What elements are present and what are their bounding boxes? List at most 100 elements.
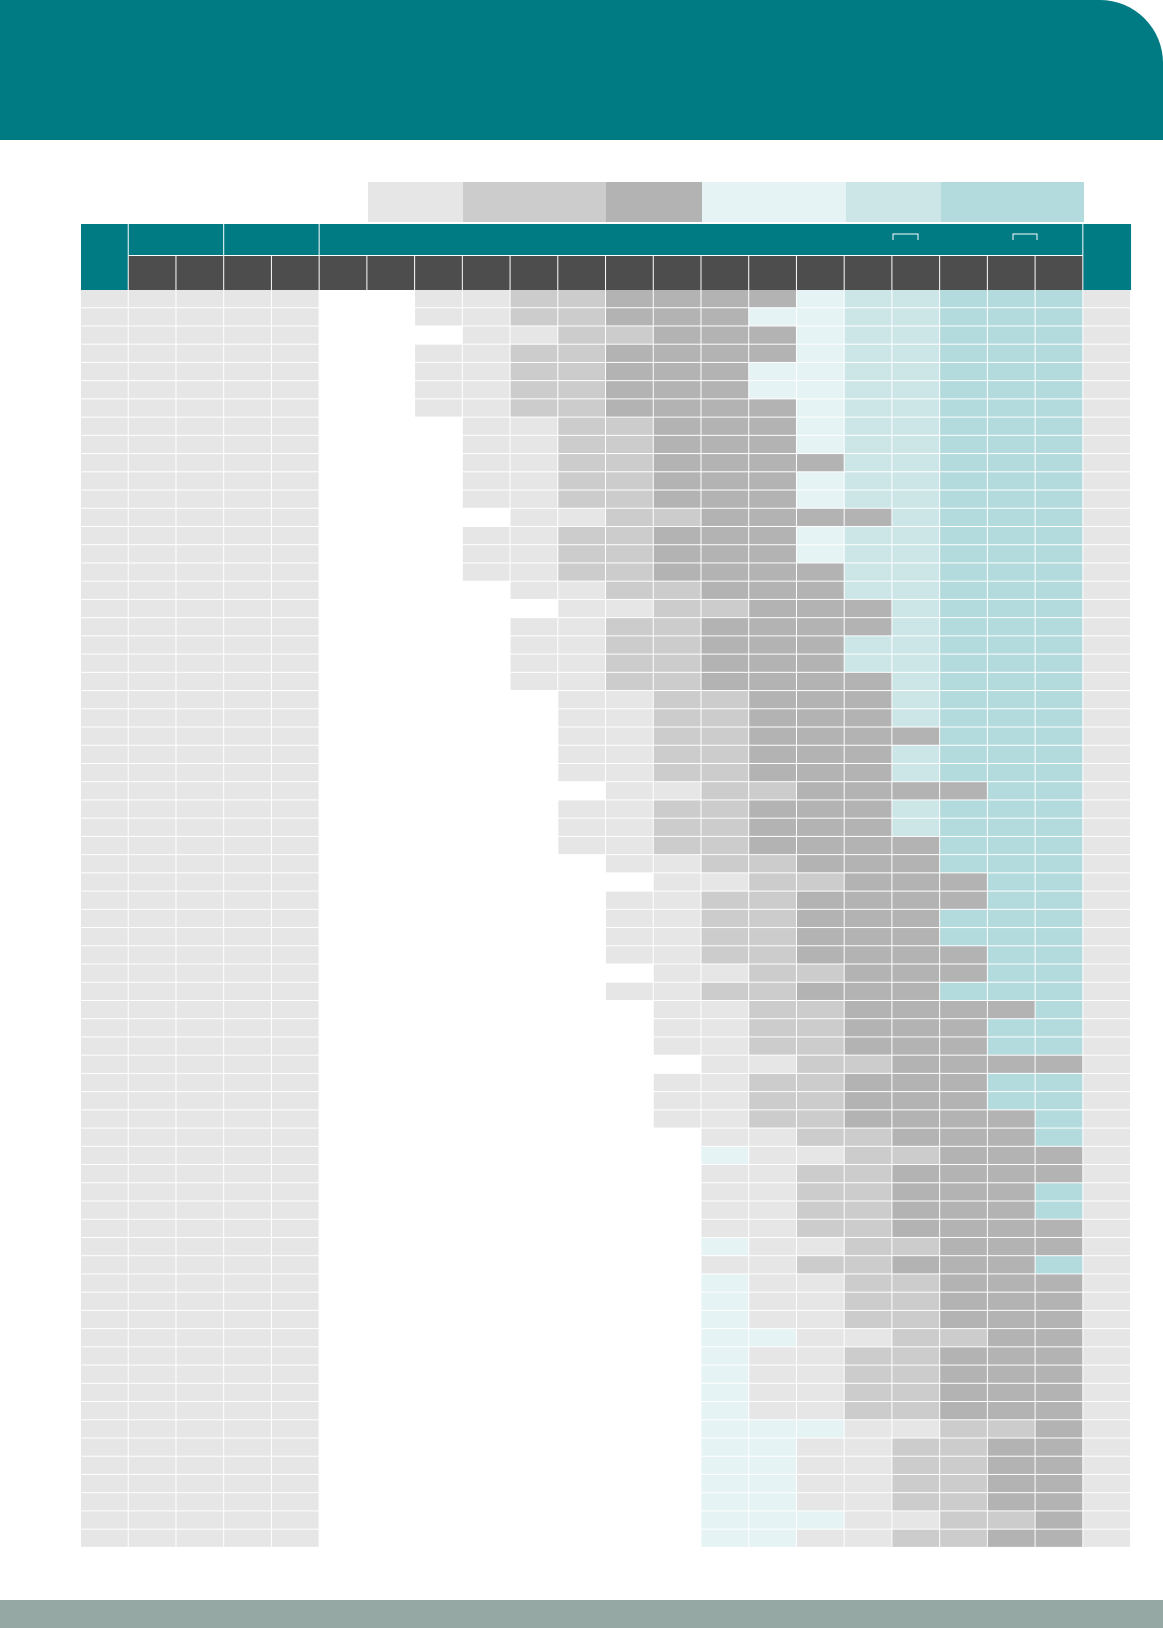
table-cell [1035, 1529, 1083, 1547]
header-cell [606, 256, 653, 290]
table-cell [176, 599, 224, 618]
table-cell [271, 1073, 319, 1092]
table-cell [892, 1310, 940, 1329]
table-cell [367, 654, 415, 672]
table-cell [558, 1019, 606, 1037]
table-cell [844, 1493, 892, 1511]
table-cell [796, 1183, 844, 1201]
table-cell [81, 818, 128, 836]
table-cell [367, 526, 415, 545]
table-cell [749, 1110, 796, 1128]
table-cell [749, 1237, 796, 1256]
table-cell [844, 399, 892, 417]
table-cell [749, 1219, 796, 1237]
table-cell [462, 636, 510, 654]
table-cell [796, 290, 844, 308]
table-cell [462, 691, 510, 709]
table-cell [510, 855, 558, 873]
table-cell [319, 326, 367, 344]
table-cell [653, 308, 701, 326]
table-cell [415, 946, 462, 964]
table-cell [892, 1165, 940, 1183]
table-cell [319, 891, 367, 909]
table-cell [844, 308, 892, 326]
table-cell [749, 417, 796, 435]
table-cell [653, 599, 701, 618]
table-cell [319, 873, 367, 891]
table-cell [606, 454, 653, 472]
table-cell [81, 1092, 128, 1110]
table-cell [367, 508, 415, 526]
table-cell [81, 1438, 128, 1456]
table-cell [176, 709, 224, 727]
table-cell [653, 1055, 701, 1073]
table-cell [796, 654, 844, 672]
table-cell [128, 1511, 176, 1529]
table-cell [128, 727, 176, 745]
table-cell [844, 1292, 892, 1310]
table-cell [844, 508, 892, 526]
table-cell [796, 417, 844, 435]
table-cell [271, 526, 319, 545]
table-cell [319, 1383, 367, 1402]
table-cell [510, 782, 558, 800]
table-cell [319, 1402, 367, 1420]
table-cell [224, 800, 271, 818]
table-cell [1083, 399, 1131, 417]
table-cell [940, 982, 987, 1000]
table-cell [319, 1292, 367, 1310]
table-cell [176, 581, 224, 599]
table-cell [415, 381, 462, 399]
table-cell [224, 818, 271, 836]
table-cell [796, 818, 844, 836]
table-cell [940, 672, 987, 691]
table-cell [844, 964, 892, 982]
table-cell [892, 472, 940, 490]
table-cell [1083, 417, 1131, 435]
table-cell [81, 326, 128, 344]
table-cell [844, 1000, 892, 1019]
table-cell [796, 1383, 844, 1402]
table-cell [749, 1073, 796, 1092]
table-cell [749, 1511, 796, 1529]
table-cell [510, 1073, 558, 1092]
table-cell [653, 490, 701, 508]
table-cell [844, 1347, 892, 1365]
table-cell [81, 1347, 128, 1365]
table-cell [749, 982, 796, 1000]
table-cell [796, 308, 844, 326]
table-cell [701, 1529, 749, 1547]
table-cell [224, 545, 271, 563]
table-cell [653, 636, 701, 654]
table-cell [319, 526, 367, 545]
table-cell [749, 581, 796, 599]
table-cell [892, 1420, 940, 1438]
table-cell [128, 1256, 176, 1274]
header-cell [1083, 224, 1132, 290]
table-cell [558, 1256, 606, 1274]
table-cell [558, 1402, 606, 1420]
table-cell [271, 490, 319, 508]
table-cell [606, 1274, 653, 1292]
table-cell [940, 1092, 987, 1110]
table-cell [271, 362, 319, 381]
table-cell [510, 1383, 558, 1402]
table-cell [319, 435, 367, 454]
table-cell [796, 1292, 844, 1310]
table-cell [319, 1201, 367, 1219]
table-cell [940, 745, 987, 763]
table-cell [749, 763, 796, 782]
table-cell [415, 1529, 462, 1547]
table-cell [415, 836, 462, 855]
table-cell [987, 782, 1035, 800]
header-bracket [892, 233, 919, 240]
table-cell [176, 1183, 224, 1201]
table-cell [1035, 399, 1083, 417]
table-cell [1083, 891, 1131, 909]
table-cell [1035, 1329, 1083, 1347]
table-cell [510, 1329, 558, 1347]
table-cell [844, 982, 892, 1000]
table-cell [176, 454, 224, 472]
table-cell [653, 1092, 701, 1110]
table-cell [81, 1055, 128, 1073]
